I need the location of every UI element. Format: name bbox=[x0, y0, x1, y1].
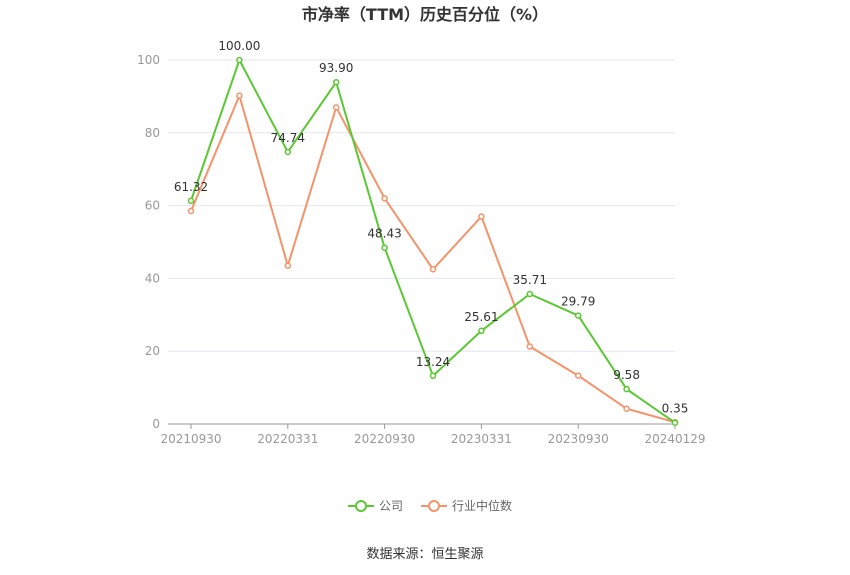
data-labels: 61.32 100.00 74.74 93.90 48.43 13.24 25.61 35.7… bbox=[174, 39, 689, 416]
legend-marker-icon bbox=[428, 500, 440, 512]
data-point bbox=[478, 327, 485, 335]
series-layer bbox=[187, 56, 679, 426]
data-point bbox=[478, 213, 485, 220]
y-tick-label: 60 bbox=[145, 199, 160, 213]
y-tick-label: 100 bbox=[137, 53, 160, 67]
source-text: 数据来源：恒生聚源 bbox=[366, 547, 483, 562]
legend: 公司 行业中位数 bbox=[348, 498, 512, 513]
data-label: 48.43 bbox=[367, 227, 401, 241]
data-point bbox=[429, 266, 437, 273]
data-label: 29.79 bbox=[561, 295, 595, 309]
x-tick-label: 20240129 bbox=[644, 432, 705, 446]
data-point bbox=[187, 207, 195, 215]
data-point bbox=[381, 244, 388, 251]
data-point bbox=[526, 290, 534, 298]
y-tick-label: 40 bbox=[145, 271, 160, 285]
legend-label: 行业中位数 bbox=[452, 498, 512, 513]
legend-marker-icon bbox=[355, 500, 367, 512]
data-label: 74.74 bbox=[271, 131, 305, 145]
data-point bbox=[623, 405, 630, 412]
y-tick-label: 80 bbox=[145, 126, 160, 140]
y-tick-label: 0 bbox=[152, 417, 160, 431]
data-point bbox=[671, 419, 679, 426]
grid bbox=[168, 59, 675, 352]
x-tick-label: 20220930 bbox=[354, 432, 415, 446]
x-axis-ticks: 20210930 20220331 20220930 20230331 20230930… bbox=[160, 424, 706, 446]
data-point bbox=[284, 148, 292, 156]
data-label: 100.00 bbox=[218, 39, 260, 53]
data-label: 9.58 bbox=[613, 368, 640, 382]
y-axis-ticks: 0 20 40 60 80 100 bbox=[137, 53, 160, 431]
x-tick-label: 20220331 bbox=[257, 432, 318, 446]
data-point bbox=[284, 262, 292, 269]
data-point bbox=[332, 104, 340, 111]
y-tick-label: 20 bbox=[145, 344, 160, 358]
data-point bbox=[574, 312, 582, 319]
x-tick-label: 20230930 bbox=[548, 432, 609, 446]
data-label: 0.35 bbox=[662, 402, 689, 416]
data-label: 35.71 bbox=[513, 273, 547, 287]
chart-title: 市净率（TTM）历史百分位（%） bbox=[302, 5, 548, 24]
data-label: 93.90 bbox=[319, 61, 353, 75]
data-point bbox=[187, 197, 195, 205]
data-point bbox=[574, 372, 582, 379]
data-point bbox=[623, 385, 630, 393]
data-point bbox=[236, 56, 243, 64]
data-point bbox=[381, 195, 388, 202]
data-point bbox=[526, 343, 534, 350]
data-label: 13.24 bbox=[416, 355, 450, 369]
x-tick-label: 20210930 bbox=[160, 432, 221, 446]
data-point bbox=[236, 92, 243, 99]
data-point bbox=[332, 78, 340, 86]
data-label: 61.32 bbox=[174, 180, 208, 194]
x-tick-label: 20230331 bbox=[451, 432, 512, 446]
data-label: 25.61 bbox=[464, 310, 498, 324]
data-point bbox=[429, 372, 437, 380]
legend-label: 公司 bbox=[379, 499, 403, 513]
